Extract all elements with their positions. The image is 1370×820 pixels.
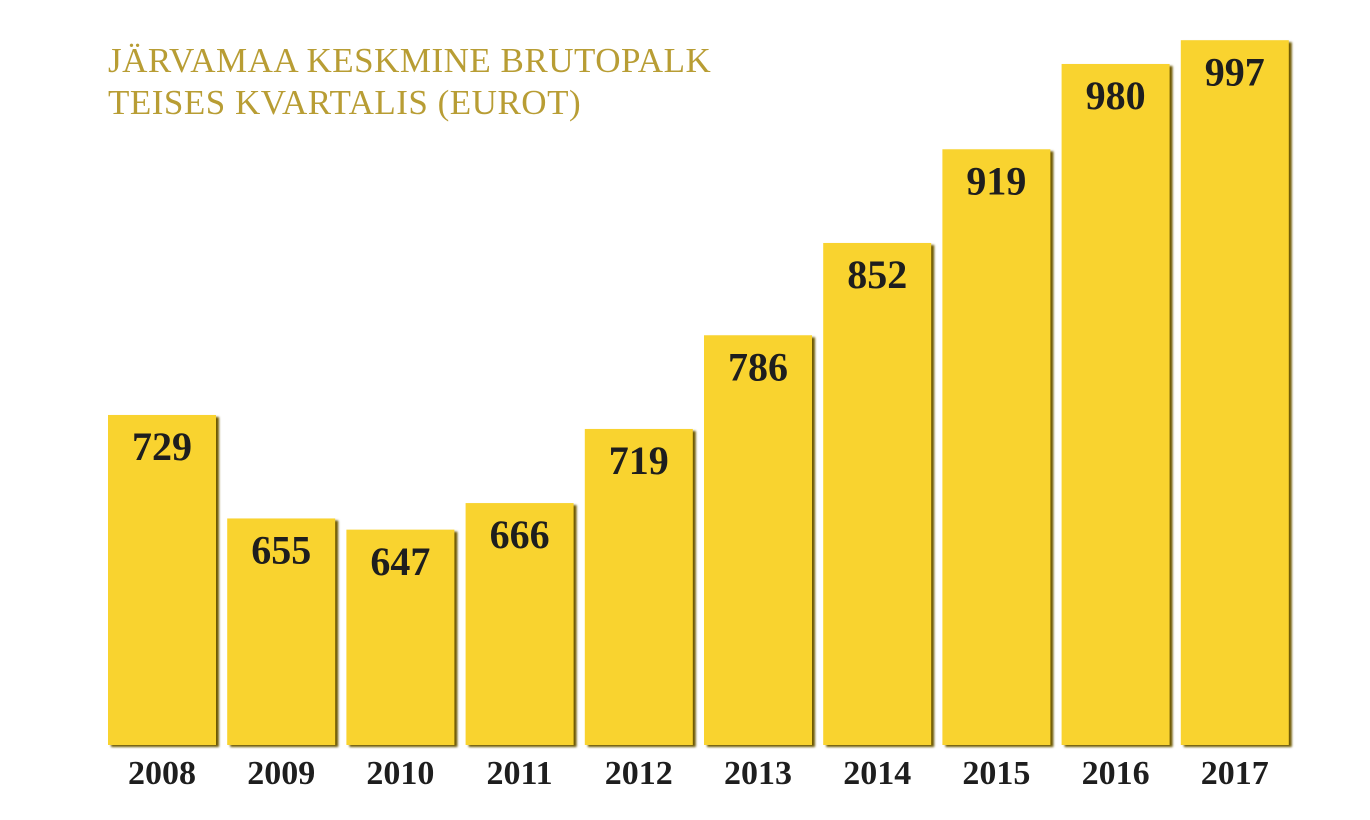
value-label: 666 — [490, 512, 550, 557]
bar — [108, 414, 216, 745]
value-label: 719 — [609, 438, 669, 483]
bar — [227, 518, 336, 745]
bar — [584, 428, 693, 745]
x-tick-label: 2010 — [366, 755, 434, 792]
value-label: 997 — [1205, 49, 1265, 94]
x-tick-label: 2008 — [128, 755, 196, 792]
bar — [942, 149, 1051, 745]
x-tick-label: 2016 — [1082, 755, 1150, 792]
x-tick-label: 2014 — [843, 755, 911, 792]
x-tick-label: 2011 — [487, 755, 553, 792]
bar — [704, 335, 812, 745]
x-tick-label: 2015 — [962, 755, 1030, 792]
x-tick-label: 2017 — [1201, 755, 1269, 792]
bar — [1180, 40, 1289, 746]
value-label: 647 — [370, 539, 430, 584]
value-label: 655 — [251, 528, 311, 573]
value-label: 729 — [132, 424, 192, 469]
chart-title: TEISES KVARTALIS (EUROT) — [108, 83, 581, 122]
value-label: 919 — [966, 158, 1026, 203]
value-label: 852 — [847, 252, 907, 297]
x-tick-label: 2009 — [247, 755, 315, 792]
value-label: 786 — [728, 344, 788, 389]
x-tick-label: 2013 — [724, 755, 792, 792]
bar — [1061, 63, 1170, 745]
bar — [823, 242, 932, 745]
value-label: 980 — [1086, 73, 1146, 118]
bar — [465, 503, 574, 745]
x-tick-label: 2012 — [605, 755, 673, 792]
chart-title: JÄRVAMAA KESKMINE BRUTOPALK — [108, 41, 711, 80]
bar — [346, 529, 455, 745]
